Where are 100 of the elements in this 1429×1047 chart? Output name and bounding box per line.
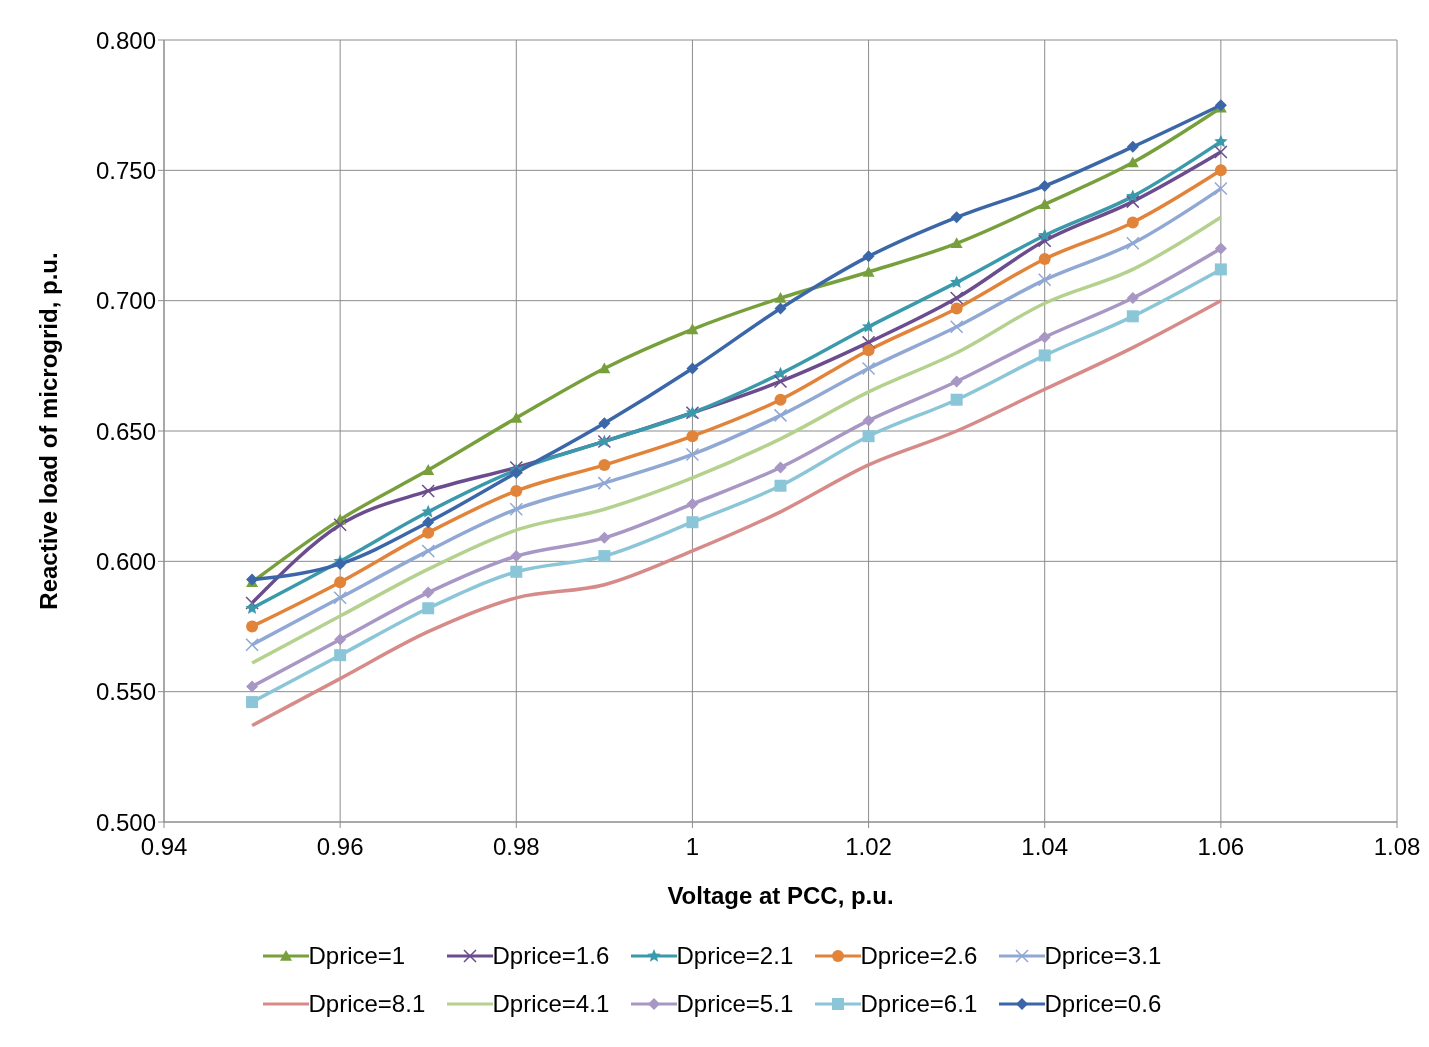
point: [1214, 181, 1228, 196]
y-tick-label: 0.650: [95, 417, 156, 445]
legend-label: Dprice=0.6: [1044, 990, 1162, 1018]
point: [510, 411, 523, 423]
point: [861, 319, 876, 333]
legend-label: Dprice=3.1: [1044, 942, 1162, 970]
point: [1214, 145, 1228, 159]
legend-label: Dprice=2.1: [676, 942, 794, 970]
x-tick-label: 1.08: [1373, 833, 1421, 861]
point: [686, 497, 699, 510]
point: [1214, 263, 1227, 276]
point: [1126, 194, 1140, 209]
point: [597, 476, 612, 490]
point: [773, 374, 788, 389]
point: [773, 366, 788, 380]
point: [1037, 233, 1052, 248]
x-tick-label: 1.06: [1197, 833, 1245, 861]
point: [421, 484, 435, 498]
point: [598, 362, 611, 374]
point: [1038, 198, 1051, 210]
point: [862, 344, 875, 357]
point: [1038, 349, 1051, 362]
legend-label: Dprice=6.1: [860, 990, 978, 1018]
point: [861, 361, 876, 376]
point: [422, 586, 435, 599]
point: [949, 291, 964, 305]
point: [510, 484, 523, 497]
point: [510, 565, 523, 578]
point: [862, 250, 875, 263]
point: [246, 696, 259, 709]
y-tick-label: 0.550: [95, 678, 156, 706]
x-tick-label: 0.96: [316, 833, 364, 861]
point: [774, 479, 787, 492]
point: [862, 414, 875, 427]
point: [246, 680, 259, 693]
point: [949, 319, 964, 334]
point: [686, 362, 699, 375]
point: [685, 447, 700, 462]
point: [1126, 236, 1140, 251]
point: [422, 516, 435, 529]
x-tick-label: 1.02: [845, 833, 892, 861]
point: [1037, 273, 1052, 287]
point: [1214, 134, 1228, 148]
point: [1126, 216, 1139, 229]
y-tick-label: 0.500: [95, 808, 156, 836]
point: [422, 602, 435, 615]
point: [1126, 156, 1139, 168]
y-tick-label: 0.800: [95, 26, 156, 54]
point: [509, 502, 524, 516]
legend-label: Dprice=2.6: [860, 942, 978, 970]
point: [421, 544, 435, 558]
point: [949, 275, 964, 289]
legend-label: Dprice=8.1: [308, 990, 426, 1018]
point: [333, 518, 347, 532]
point: [1038, 331, 1051, 344]
x-tick-label: 0.98: [492, 833, 540, 861]
point: [245, 638, 259, 652]
point: [950, 302, 963, 315]
point: [950, 211, 963, 224]
point: [246, 620, 259, 633]
point: [862, 265, 875, 277]
point: [334, 576, 347, 589]
point: [774, 302, 787, 315]
point: [686, 323, 699, 335]
point: [1038, 179, 1051, 192]
point: [1126, 189, 1140, 203]
point: [334, 649, 347, 662]
point: [421, 504, 435, 518]
point: [774, 292, 787, 303]
point: [1126, 140, 1139, 153]
y-tick-label: 0.750: [95, 156, 156, 184]
point: [598, 458, 611, 471]
point: [950, 375, 963, 388]
point: [862, 430, 875, 443]
point: [950, 393, 963, 406]
point: [422, 526, 435, 539]
legend-label: Dprice=4.1: [492, 990, 610, 1018]
x-axis-title: Voltage at PCC, p.u.: [667, 882, 894, 909]
point: [334, 633, 347, 646]
point: [686, 516, 699, 529]
point: [774, 393, 787, 406]
point: [950, 237, 963, 249]
y-tick-label: 0.700: [95, 287, 156, 315]
point: [598, 417, 611, 430]
point: [245, 601, 259, 614]
point: [422, 464, 435, 475]
point: [598, 550, 611, 563]
x-tick-label: 1.04: [1021, 833, 1069, 861]
y-tick-label: 0.600: [95, 547, 156, 575]
x-tick-label: 0.94: [140, 833, 188, 861]
point: [333, 591, 347, 605]
point: [1126, 292, 1139, 305]
point: [1038, 228, 1052, 242]
point: [1126, 310, 1139, 323]
legend-label: Dprice=1.6: [492, 942, 610, 970]
point: [686, 430, 699, 443]
point: [773, 408, 788, 423]
point: [774, 461, 787, 474]
point: [510, 550, 523, 563]
point: [861, 335, 876, 350]
